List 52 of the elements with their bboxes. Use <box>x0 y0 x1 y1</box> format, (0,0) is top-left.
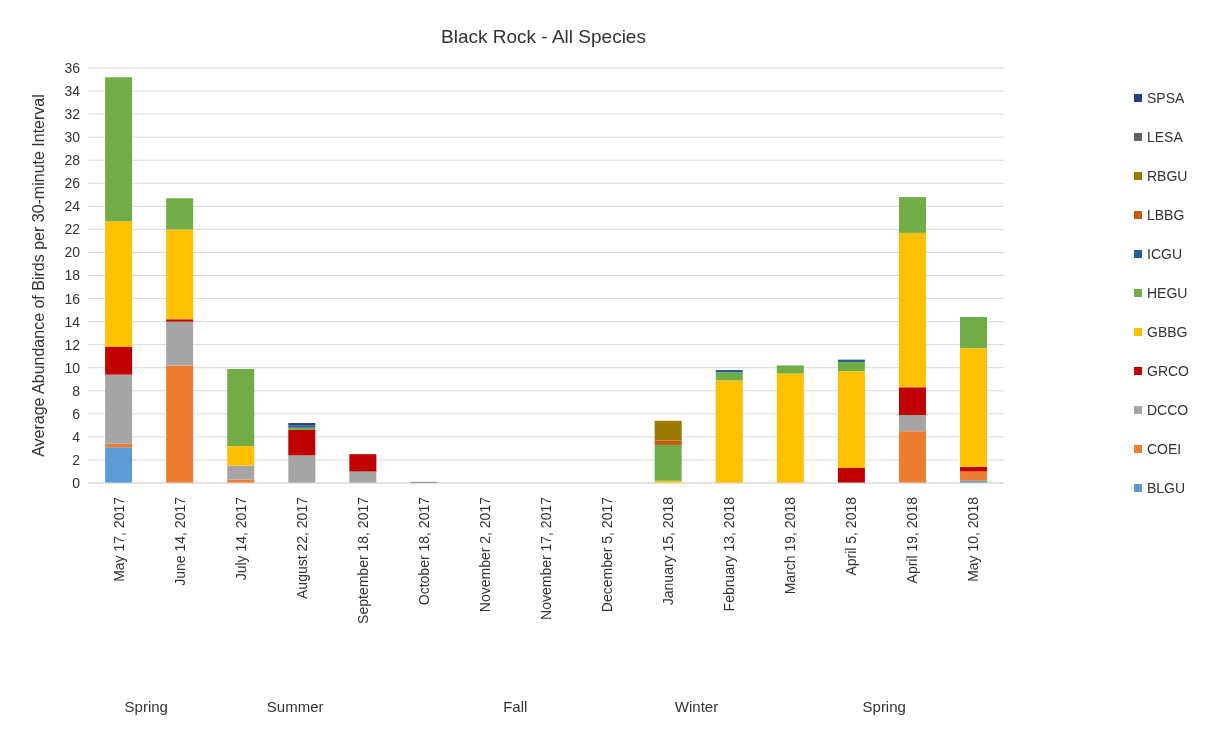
y-tick-label: 34 <box>64 83 81 100</box>
text: Winter <box>673 698 720 715</box>
chart-title: Black Rock - All Species <box>440 26 647 48</box>
legend-label: HEGU <box>1147 284 1188 301</box>
legend-label: BLGU <box>1147 479 1186 496</box>
y-tick-label: 32 <box>64 106 81 123</box>
x-tick-label: July 14, 2017 <box>232 496 249 581</box>
x-tick-label: April 19, 2018 <box>904 496 921 584</box>
y-tick-label: 16 <box>64 290 81 307</box>
x-tick-label: April 5, 2018 <box>843 496 860 576</box>
x-tick-label: March 19, 2018 <box>782 496 799 595</box>
y-tick-label: 10 <box>64 359 81 376</box>
y-tick-label: 24 <box>64 198 81 215</box>
legend-label: ICGU <box>1147 245 1182 262</box>
y-tick-label: 4 <box>72 428 81 445</box>
y-tick-label: 2 <box>72 451 81 468</box>
y-axis-title: Average Abundance of Birds per 30-minute Interval <box>29 94 47 457</box>
y-tick-label: 22 <box>64 221 81 238</box>
y-tick-label: 26 <box>64 175 81 192</box>
x-tick-label: December 5, 2017 <box>599 496 616 613</box>
legend-label: LESA <box>1147 128 1183 145</box>
legend-label: DCCO <box>1147 401 1189 418</box>
text: Spring <box>123 698 169 715</box>
legend-label: GRCO <box>1147 362 1189 379</box>
legend-label: GBBG <box>1147 323 1188 340</box>
y-tick-label: 8 <box>72 382 81 399</box>
x-tick-label: November 2, 2017 <box>476 496 493 613</box>
x-tick-label: November 17, 2017 <box>538 496 554 620</box>
legend-label: COEI <box>1147 440 1182 457</box>
y-tick-label: 18 <box>64 267 81 284</box>
x-tick-label: May 10, 2018 <box>965 496 982 582</box>
x-tick-label: September 18, 2017 <box>354 496 371 624</box>
y-tick-label: 12 <box>64 336 81 353</box>
y-tick-label: 36 <box>64 59 81 76</box>
x-tick-label: June 14, 2017 <box>171 496 188 586</box>
text: Spring <box>861 698 907 715</box>
x-tick-label: August 22, 2017 <box>293 496 310 599</box>
x-tick-label: May 17, 2017 <box>110 496 127 582</box>
y-tick-label: 0 <box>72 474 81 491</box>
legend-label: LBBG <box>1147 206 1185 223</box>
legend-label: RBGU <box>1147 167 1188 184</box>
text: Summer <box>265 698 325 715</box>
x-tick-label: January 15, 2018 <box>660 496 677 606</box>
x-tick-label: February 13, 2018 <box>721 496 738 612</box>
y-tick-label: 6 <box>72 405 81 422</box>
text: Fall <box>502 698 529 715</box>
x-tick-label: October 18, 2017 <box>415 496 432 606</box>
y-tick-label: 14 <box>64 313 81 330</box>
y-tick-label: 30 <box>64 129 81 146</box>
legend-label: SPSA <box>1147 89 1185 106</box>
y-tick-label: 28 <box>64 152 81 169</box>
y-tick-label: 20 <box>64 244 81 261</box>
